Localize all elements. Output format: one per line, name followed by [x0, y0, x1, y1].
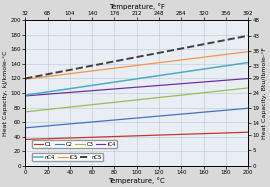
Y-axis label: Heat Capacity, Btu/lbmole-°F: Heat Capacity, Btu/lbmole-°F: [262, 47, 266, 139]
Y-axis label: Heat Capacity, kJ/kmole-°C: Heat Capacity, kJ/kmole-°C: [4, 50, 8, 136]
X-axis label: Temperature, °C: Temperature, °C: [108, 177, 165, 183]
Legend: nC4, iC5, nC5: nC4, iC5, nC5: [32, 153, 103, 161]
X-axis label: Temperature, °F: Temperature, °F: [109, 4, 165, 10]
